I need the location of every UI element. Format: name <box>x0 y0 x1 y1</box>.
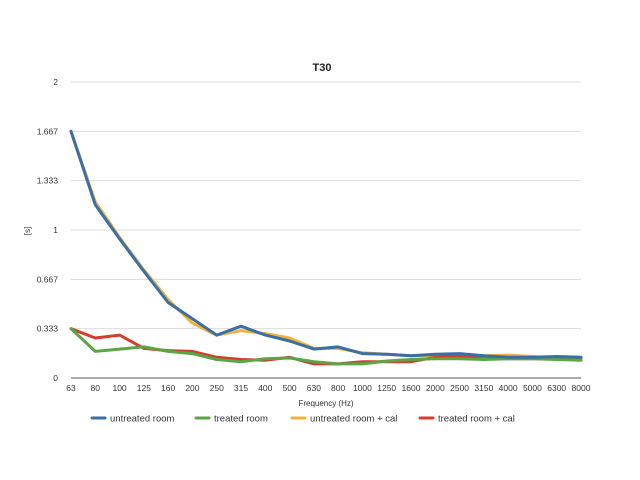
x-tick-label: 8000 <box>572 383 591 393</box>
y-tick-label: 2 <box>53 77 58 87</box>
series-lines <box>69 129 583 366</box>
x-tick-label: 2500 <box>450 383 469 393</box>
y-tick-label: 0.667 <box>37 274 59 284</box>
x-tick-label: 1250 <box>377 383 396 393</box>
y-tick-label: 0 <box>53 373 58 383</box>
x-tick-label: 400 <box>258 383 272 393</box>
x-tick-label: 630 <box>307 383 321 393</box>
x-tick-label: 4000 <box>499 383 518 393</box>
series-line-untreated-room-cal <box>69 129 583 361</box>
grid <box>71 81 581 330</box>
y-tick-label: 1 <box>53 225 58 235</box>
x-tick-label: 315 <box>234 383 248 393</box>
x-axis-label: Frequency (Hz) <box>298 399 353 408</box>
x-tick-label: 200 <box>185 383 199 393</box>
legend-label: treated room + cal <box>438 414 515 425</box>
x-tick-label: 250 <box>210 383 224 393</box>
x-tick-label: 6300 <box>547 383 566 393</box>
legend-label: untreated room + cal <box>310 414 397 425</box>
chart-title: T30 <box>313 62 332 74</box>
x-tick-label: 3150 <box>474 383 493 393</box>
x-tick-label: 1000 <box>353 383 372 393</box>
series-line-untreated-room <box>69 129 583 359</box>
x-tick-label: 800 <box>331 383 345 393</box>
x-tick-label: 63 <box>66 383 76 393</box>
y-tick-label: 0.333 <box>37 324 59 334</box>
series-line-treated-room <box>69 327 583 366</box>
x-tick-label: 100 <box>112 383 126 393</box>
x-tick-label: 500 <box>282 383 296 393</box>
x-tick-label: 5000 <box>523 383 542 393</box>
x-axis-ticks: 63 80 100 125 160 200 250 315 400 500 630 800 1000 12… <box>66 383 590 393</box>
x-tick-label: 125 <box>137 383 151 393</box>
legend-label: treated room <box>214 414 268 425</box>
y-axis-ticks: 0 0.333 0.667 1 1.333 1.667 2 <box>37 77 59 383</box>
y-axis-label: [s] <box>23 227 32 235</box>
x-tick-label: 160 <box>161 383 175 393</box>
legend-label: untreated room <box>110 414 175 425</box>
legend: untreated room treated room untreated room… <box>90 414 515 425</box>
y-tick-label: 1.333 <box>37 176 59 186</box>
x-tick-label: 2000 <box>426 383 445 393</box>
y-tick-label: 1.667 <box>37 126 59 136</box>
x-tick-label: 80 <box>91 383 101 393</box>
x-tick-label: 1600 <box>402 383 421 393</box>
